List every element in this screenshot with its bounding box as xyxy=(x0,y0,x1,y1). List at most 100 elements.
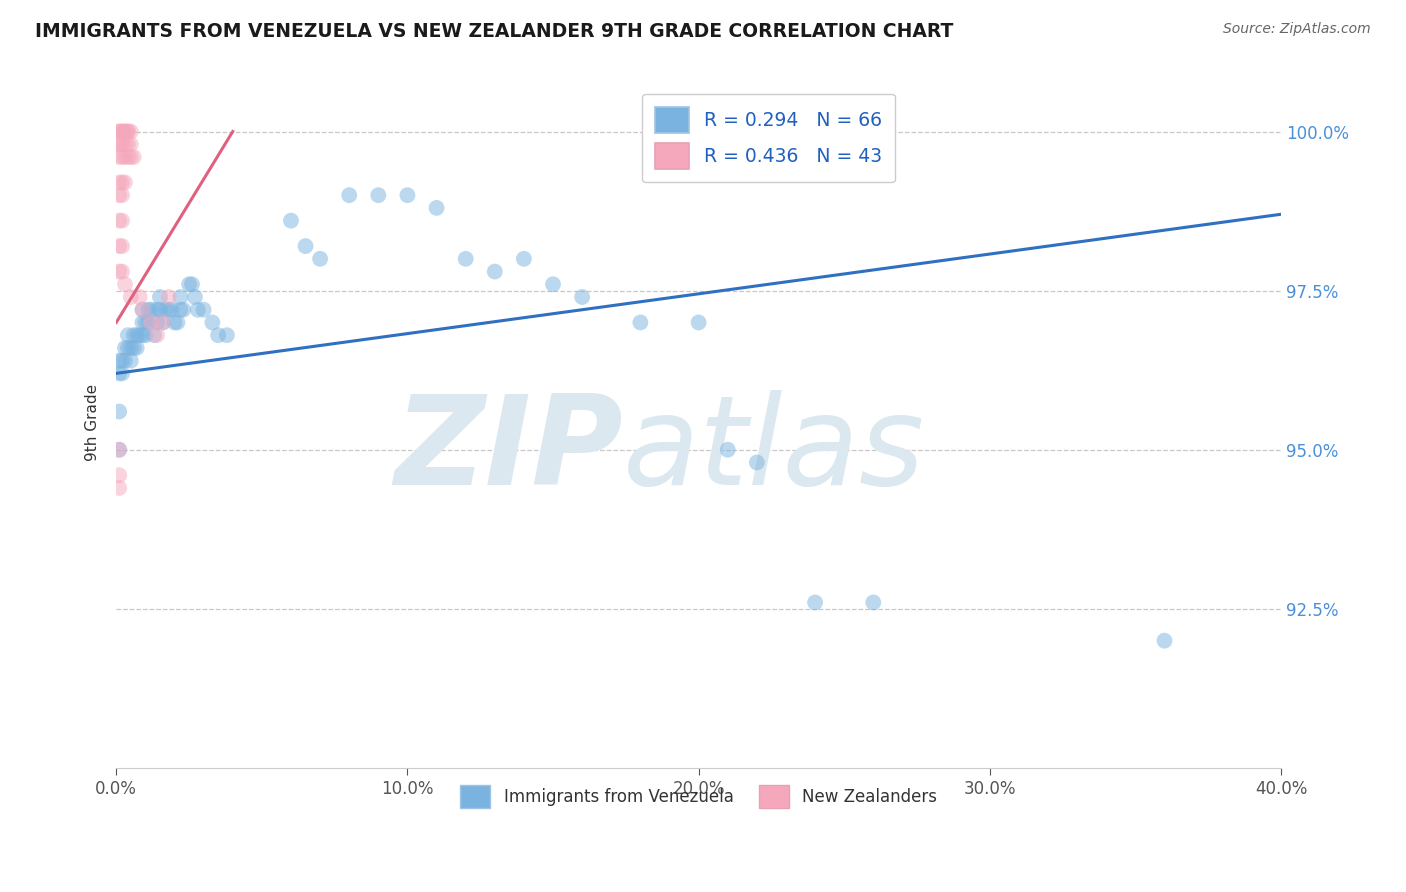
Point xyxy=(117,124,139,138)
Point xyxy=(136,316,159,330)
Point xyxy=(152,316,174,330)
Point xyxy=(177,277,200,292)
Point xyxy=(745,455,768,469)
Point xyxy=(117,124,139,138)
Point xyxy=(146,328,169,343)
Point xyxy=(108,442,131,457)
Point xyxy=(114,277,136,292)
Point xyxy=(146,316,169,330)
Point xyxy=(114,353,136,368)
Point xyxy=(108,264,131,278)
Point xyxy=(108,404,131,418)
Point xyxy=(157,302,180,317)
Point xyxy=(181,277,204,292)
Y-axis label: 9th Grade: 9th Grade xyxy=(86,384,100,461)
Point xyxy=(120,137,142,152)
Point xyxy=(114,150,136,164)
Point xyxy=(108,150,131,164)
Point xyxy=(122,328,145,343)
Point xyxy=(122,150,145,164)
Point xyxy=(163,316,186,330)
Point xyxy=(114,124,136,138)
Point xyxy=(136,302,159,317)
Point xyxy=(131,302,153,317)
Point xyxy=(160,302,183,317)
Point xyxy=(155,302,177,317)
Point xyxy=(108,213,131,227)
Point xyxy=(187,302,209,317)
Point xyxy=(201,316,224,330)
Point xyxy=(111,213,134,227)
Point xyxy=(117,341,139,355)
Point xyxy=(111,176,134,190)
Point xyxy=(152,316,174,330)
Point xyxy=(111,124,134,138)
Point xyxy=(108,367,131,381)
Point xyxy=(169,290,191,304)
Point xyxy=(111,124,134,138)
Point xyxy=(862,595,884,609)
Point xyxy=(114,137,136,152)
Point xyxy=(108,481,131,495)
Point xyxy=(425,201,447,215)
Point xyxy=(141,316,163,330)
Text: IMMIGRANTS FROM VENEZUELA VS NEW ZEALANDER 9TH GRADE CORRELATION CHART: IMMIGRANTS FROM VENEZUELA VS NEW ZEALAND… xyxy=(35,22,953,41)
Point xyxy=(367,188,389,202)
Point xyxy=(513,252,536,266)
Point xyxy=(804,595,827,609)
Point xyxy=(193,302,215,317)
Point xyxy=(114,176,136,190)
Point xyxy=(120,353,142,368)
Point xyxy=(571,290,593,304)
Point xyxy=(146,302,169,317)
Point xyxy=(131,302,153,317)
Point xyxy=(169,302,191,317)
Point xyxy=(184,290,207,304)
Text: ZIP: ZIP xyxy=(394,390,623,511)
Legend: Immigrants from Venezuela, New Zealanders: Immigrants from Venezuela, New Zealander… xyxy=(454,778,943,815)
Point xyxy=(114,341,136,355)
Point xyxy=(122,341,145,355)
Text: atlas: atlas xyxy=(623,390,925,511)
Point xyxy=(157,290,180,304)
Point xyxy=(1153,633,1175,648)
Point xyxy=(117,328,139,343)
Point xyxy=(111,367,134,381)
Point xyxy=(114,124,136,138)
Point xyxy=(149,302,172,317)
Point xyxy=(131,316,153,330)
Point xyxy=(111,239,134,253)
Point xyxy=(108,176,131,190)
Point xyxy=(120,290,142,304)
Point xyxy=(108,188,131,202)
Point xyxy=(108,442,131,457)
Point xyxy=(141,302,163,317)
Point xyxy=(108,239,131,253)
Point xyxy=(120,150,142,164)
Point xyxy=(215,328,238,343)
Point xyxy=(396,188,419,202)
Point xyxy=(120,341,142,355)
Point xyxy=(131,328,153,343)
Point xyxy=(128,328,150,343)
Point xyxy=(143,328,166,343)
Point xyxy=(108,124,131,138)
Point xyxy=(111,264,134,278)
Point xyxy=(111,137,134,152)
Point xyxy=(172,302,194,317)
Point xyxy=(120,124,142,138)
Point xyxy=(309,252,332,266)
Point xyxy=(337,188,360,202)
Point xyxy=(484,264,506,278)
Text: Source: ZipAtlas.com: Source: ZipAtlas.com xyxy=(1223,22,1371,37)
Point xyxy=(111,150,134,164)
Point xyxy=(149,290,172,304)
Point xyxy=(541,277,564,292)
Point xyxy=(688,316,710,330)
Point xyxy=(117,150,139,164)
Point xyxy=(207,328,229,343)
Point xyxy=(717,442,740,457)
Point xyxy=(125,341,148,355)
Point xyxy=(111,188,134,202)
Point xyxy=(134,328,156,343)
